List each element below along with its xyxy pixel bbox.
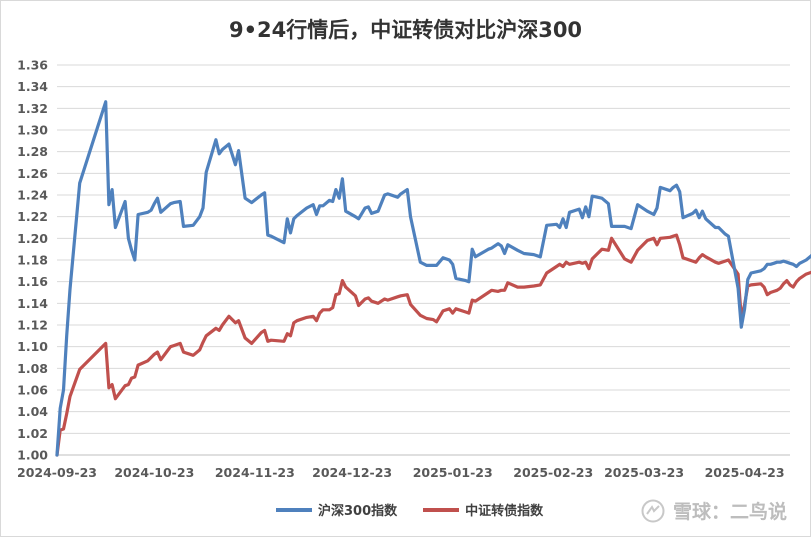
y-tick-label: 1.28 (17, 144, 48, 159)
y-tick-label: 1.22 (17, 209, 48, 224)
x-tick-label: 2025-02-23 (513, 465, 593, 480)
x-tick-label: 2025-04-23 (705, 465, 785, 480)
y-tick-label: 1.34 (17, 79, 48, 94)
watermark: 雪球：二鸟说 (641, 497, 787, 524)
legend-swatch-hs300 (276, 507, 312, 512)
y-tick-label: 1.12 (17, 318, 48, 333)
y-tick-label: 1.24 (17, 188, 48, 203)
x-tick-label: 2024-11-23 (215, 465, 295, 480)
watermark-text: 雪球：二鸟说 (672, 501, 787, 523)
y-tick-label: 1.06 (17, 383, 48, 398)
y-tick-label: 1.18 (17, 253, 48, 268)
x-tick-label: 2025-01-23 (413, 465, 493, 480)
legend-item-cb: 中证转债指数 (423, 500, 543, 519)
legend-label-hs300: 沪深300指数 (318, 504, 398, 519)
y-tick-label: 1.16 (17, 274, 48, 289)
x-tick-label: 2025-03-23 (604, 465, 684, 480)
legend-item-hs300: 沪深300指数 (276, 500, 397, 519)
y-tick-label: 1.02 (17, 426, 48, 441)
y-tick-label: 1.26 (17, 166, 48, 181)
y-tick-label: 1.04 (17, 404, 48, 419)
y-tick-label: 1.32 (17, 101, 48, 116)
x-tick-label: 2024-09-23 (17, 465, 97, 480)
legend-swatch-cb (423, 507, 460, 512)
series-line-hs300 (55, 100, 811, 457)
series-line-cb (55, 233, 811, 457)
y-tick-label: 1.30 (17, 123, 48, 138)
chart-title: 9•24行情后，中证转债对比沪深300 (228, 18, 583, 42)
x-tick-label: 2024-10-23 (114, 465, 194, 480)
y-tick-label: 1.36 (17, 58, 48, 73)
snowball-logo-icon (641, 499, 665, 522)
chart-legend: 沪深300指数 中证转债指数 (276, 500, 569, 519)
legend-label-cb: 中证转债指数 (465, 504, 544, 519)
y-tick-label: 1.10 (17, 339, 48, 354)
y-tick-label: 1.08 (17, 361, 48, 376)
x-tick-label: 2024-12-23 (312, 465, 392, 480)
y-tick-label: 1.20 (17, 231, 48, 246)
y-tick-label: 1.14 (17, 296, 48, 311)
y-tick-label: 1.00 (17, 448, 48, 463)
